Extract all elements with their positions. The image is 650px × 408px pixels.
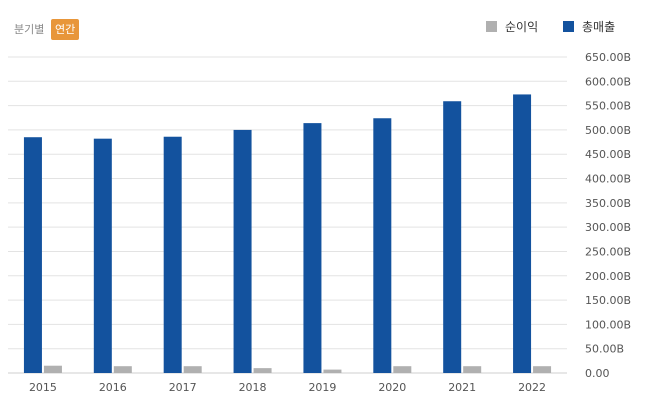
legend-net-income-swatch — [486, 20, 497, 32]
quarterly-toggle[interactable]: 분기별 — [14, 23, 45, 36]
y-tick-label: 650.00B — [585, 51, 631, 64]
y-tick-label: 200.00B — [585, 270, 631, 283]
grid-lines — [8, 56, 567, 374]
x-tick-label: 2021 — [448, 381, 476, 394]
legend-net-income[interactable]: 순이익 — [486, 18, 538, 34]
x-tick-label: 2022 — [518, 381, 546, 394]
x-tick-label: 2015 — [29, 381, 57, 394]
legend-revenue-swatch — [563, 20, 574, 32]
revenue-bar[interactable] — [23, 137, 42, 373]
x-tick-label: 2020 — [378, 381, 406, 394]
net-income-bar[interactable] — [113, 366, 132, 373]
y-tick-label: 500.00B — [585, 124, 631, 137]
y-tick-label: 450.00B — [585, 148, 631, 161]
legend-net-income-label: 순이익 — [505, 19, 539, 34]
y-tick-label: 250.00B — [585, 245, 631, 258]
x-axis-ticks: 2015 2016 2017 2018 2019 2020 2021 2022 — [29, 381, 546, 394]
x-tick-label: 2017 — [169, 381, 197, 394]
net-income-bar[interactable] — [253, 368, 272, 373]
y-tick-label: 300.00B — [585, 221, 631, 234]
y-tick-label: 150.00B — [585, 294, 631, 307]
x-tick-label: 2018 — [239, 381, 267, 394]
revenue-bar[interactable] — [303, 123, 322, 374]
revenue-bar[interactable] — [443, 101, 462, 374]
legend-revenue-label: 총매출 — [582, 19, 616, 34]
legend-revenue[interactable]: 총매출 — [563, 18, 615, 34]
y-axis-ticks: 0.00 50.00B 100.00B 150.00B 200.00B 250.00B 30… — [585, 51, 631, 380]
y-tick-label: 350.00B — [585, 197, 631, 210]
net-income-bar[interactable] — [533, 366, 552, 373]
revenue-bar[interactable] — [513, 94, 532, 374]
y-tick-label: 100.00B — [585, 318, 631, 331]
annual-toggle[interactable]: 연간 — [51, 19, 80, 40]
y-tick-label: 50.00B — [585, 343, 624, 356]
revenue-bar[interactable] — [163, 136, 182, 373]
bars — [23, 94, 552, 374]
revenue-bar[interactable] — [373, 118, 392, 373]
y-tick-label: 0.00 — [585, 367, 610, 380]
net-income-bar[interactable] — [43, 365, 62, 373]
y-tick-label: 600.00B — [585, 75, 631, 88]
net-income-bar[interactable] — [183, 366, 202, 373]
x-tick-label: 2019 — [308, 381, 336, 394]
revenue-bar[interactable] — [93, 138, 112, 373]
y-tick-label: 400.00B — [585, 173, 631, 186]
net-income-bar[interactable] — [393, 366, 412, 373]
x-tick-label: 2016 — [99, 381, 127, 394]
y-tick-label: 550.00B — [585, 100, 631, 113]
revenue-bar[interactable] — [233, 129, 252, 373]
net-income-bar[interactable] — [463, 366, 482, 373]
net-income-bar[interactable] — [323, 369, 342, 373]
